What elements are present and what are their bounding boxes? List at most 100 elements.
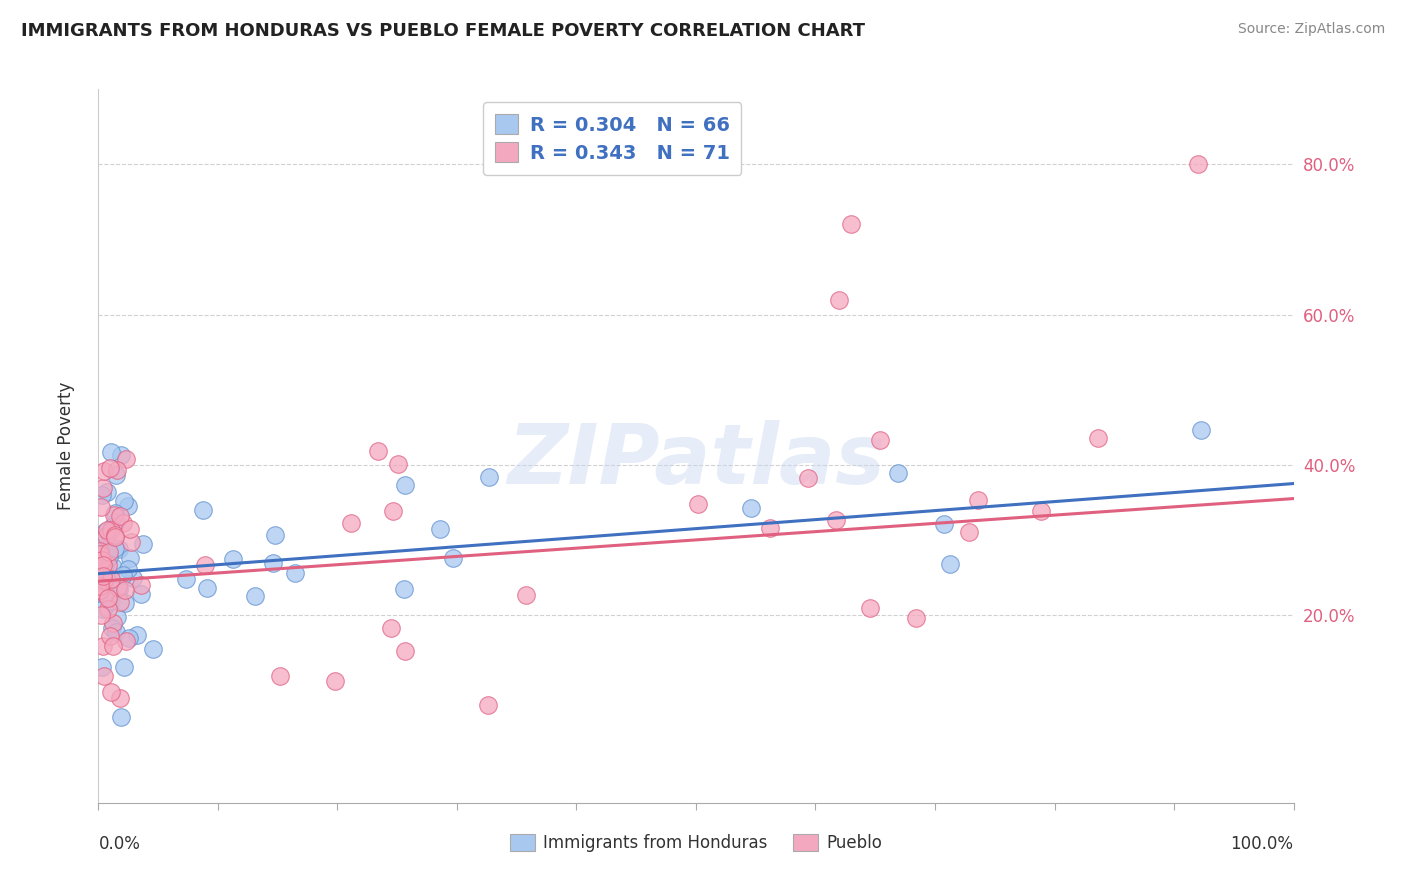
- Point: [387, 457, 409, 471]
- Point: [94, 587, 117, 601]
- Point: [108, 542, 131, 557]
- Point: [174, 572, 197, 586]
- Point: [91, 640, 114, 654]
- Point: [932, 516, 955, 531]
- Point: [394, 478, 416, 492]
- Point: [89, 544, 111, 558]
- Point: [93, 668, 115, 682]
- Point: [100, 684, 122, 698]
- Point: [142, 641, 165, 656]
- Point: [91, 659, 114, 673]
- Point: [103, 508, 125, 522]
- Point: [441, 550, 464, 565]
- Point: [93, 464, 115, 478]
- Point: [841, 218, 863, 232]
- Text: Source: ZipAtlas.com: Source: ZipAtlas.com: [1237, 22, 1385, 37]
- Point: [91, 482, 114, 496]
- Point: [1187, 157, 1209, 171]
- Text: 100.0%: 100.0%: [1230, 835, 1294, 853]
- Point: [118, 551, 141, 566]
- Point: [90, 607, 112, 622]
- Point: [122, 571, 145, 585]
- Point: [97, 558, 120, 573]
- Point: [114, 596, 136, 610]
- Point: [90, 533, 112, 548]
- Point: [97, 549, 120, 564]
- Point: [905, 610, 928, 624]
- Text: 0.0%: 0.0%: [98, 835, 141, 853]
- Point: [89, 582, 111, 596]
- Point: [97, 526, 120, 541]
- Point: [193, 503, 215, 517]
- Point: [957, 524, 980, 539]
- Point: [91, 487, 114, 501]
- Point: [97, 587, 120, 601]
- Point: [94, 528, 117, 542]
- Point: [120, 535, 142, 549]
- Point: [96, 523, 118, 537]
- Point: [104, 528, 127, 542]
- Point: [828, 293, 851, 307]
- Point: [107, 582, 129, 597]
- Point: [94, 524, 117, 539]
- Point: [222, 552, 245, 566]
- Point: [89, 578, 111, 592]
- Point: [104, 506, 127, 520]
- Point: [114, 582, 136, 597]
- Point: [91, 569, 114, 583]
- Point: [938, 558, 960, 572]
- Point: [340, 516, 363, 530]
- Point: [108, 690, 131, 705]
- Point: [93, 585, 115, 599]
- Text: ZIPatlas: ZIPatlas: [508, 420, 884, 500]
- Point: [759, 521, 782, 535]
- Point: [115, 634, 138, 648]
- Point: [323, 674, 346, 689]
- Point: [90, 532, 112, 546]
- Point: [966, 493, 988, 508]
- Point: [194, 558, 217, 572]
- Point: [93, 546, 115, 560]
- Point: [93, 573, 115, 587]
- Point: [394, 644, 416, 658]
- Point: [125, 628, 148, 642]
- Point: [269, 669, 291, 683]
- Point: [97, 591, 120, 606]
- Point: [100, 593, 122, 607]
- Point: [120, 521, 142, 535]
- Point: [245, 590, 267, 604]
- Point: [1029, 504, 1052, 518]
- Point: [94, 558, 117, 572]
- Point: [104, 468, 127, 483]
- Point: [112, 660, 135, 674]
- Point: [114, 451, 136, 466]
- Point: [107, 580, 129, 594]
- Point: [367, 443, 389, 458]
- Point: [98, 629, 121, 643]
- Point: [89, 583, 111, 598]
- Y-axis label: Female Poverty: Female Poverty: [56, 382, 75, 510]
- Point: [89, 565, 111, 579]
- Point: [686, 497, 709, 511]
- Point: [108, 509, 131, 524]
- Text: IMMIGRANTS FROM HONDURAS VS PUEBLO FEMALE POVERTY CORRELATION CHART: IMMIGRANTS FROM HONDURAS VS PUEBLO FEMAL…: [21, 22, 865, 40]
- Point: [131, 577, 153, 591]
- Point: [887, 466, 910, 480]
- Point: [105, 516, 128, 530]
- Point: [104, 541, 127, 556]
- Point: [477, 698, 499, 713]
- Point: [89, 579, 111, 593]
- Point: [101, 519, 124, 533]
- Point: [132, 536, 155, 550]
- Point: [380, 621, 402, 635]
- Point: [283, 566, 305, 581]
- Point: [110, 594, 132, 608]
- Point: [96, 485, 118, 500]
- Point: [101, 639, 124, 653]
- Point: [824, 513, 846, 527]
- Point: [197, 582, 219, 596]
- Point: [112, 567, 135, 582]
- Point: [110, 710, 132, 724]
- Point: [89, 586, 111, 600]
- Point: [105, 625, 128, 640]
